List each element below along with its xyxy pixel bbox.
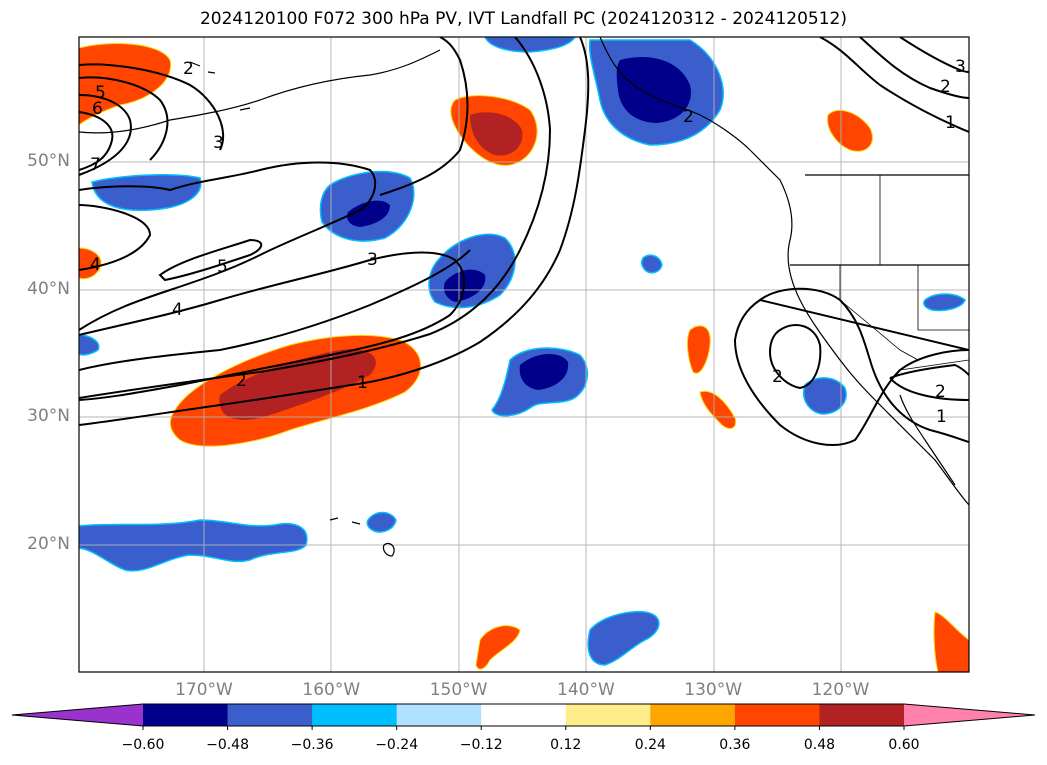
pv-blob-small-3 [827, 110, 873, 152]
pv-blob-small-1 [686, 325, 711, 374]
baja-coast [899, 394, 956, 486]
ivt-contours [79, 37, 969, 446]
pv-negative-anomalies [79, 37, 966, 666]
contour-label: 1 [357, 373, 368, 393]
lat-tick-label: 50°N [27, 151, 70, 171]
pv-blob-small-n1 [640, 254, 663, 274]
lon-tick-label: 140°W [557, 680, 615, 700]
contour-label: 2 [772, 367, 783, 387]
colorbar-extend-high [904, 704, 1035, 726]
colorbar-tick-label: 0.24 [634, 737, 666, 753]
lat-tick-label: 40°N [27, 278, 70, 299]
lat-tick-label: 30°N [27, 406, 70, 426]
pv-blob-w-negative [79, 334, 100, 356]
colorbar-tick-label: −0.60 [121, 737, 165, 753]
contour-label: 2 [940, 77, 951, 97]
contour-label: 6 [92, 99, 103, 119]
colorbar-segment [396, 704, 482, 726]
colorbar-tick-label: 0.12 [550, 737, 582, 753]
contour-label: 5 [95, 83, 106, 103]
contour-label: 2 [935, 382, 946, 402]
colorbar-segment [650, 704, 736, 726]
contour-label: 3 [367, 250, 378, 270]
state-border-4 [839, 265, 919, 361]
pv-blob-s-negative [587, 610, 660, 666]
contour-labels: 2 3 4 5 6 7 5 4 3 2 1 2 1 2 3 2 1 2 [90, 57, 966, 427]
lon-tick-label: 160°W [302, 680, 361, 700]
coastlines [79, 37, 969, 557]
pv-blob-band-core [219, 349, 376, 420]
colorbar-segment [227, 704, 313, 726]
hawaii-islands [329, 517, 395, 557]
contour-label: 4 [172, 300, 183, 320]
lon-tick-label: 130°W [684, 680, 743, 700]
contour-label: 2 [236, 371, 247, 391]
colorbar-tick-label: 0.36 [719, 737, 751, 753]
lon-tick-label: 170°W [175, 680, 233, 700]
colorbar-extend-low [12, 704, 143, 726]
colorbar-tick-label: −0.24 [375, 737, 419, 753]
pv-blob-se-positive [933, 611, 969, 672]
pv-blob-small-4 [475, 625, 521, 670]
colorbar-tick-label: −0.48 [206, 737, 249, 753]
contour-label: 4 [90, 255, 101, 275]
contour-label: 7 [90, 155, 101, 175]
lon-tick-label: 150°W [429, 680, 488, 700]
contour-label: 1 [945, 113, 956, 133]
pv-positive-anomalies [79, 43, 969, 672]
contour-label: 2 [683, 107, 694, 127]
contour-label: 3 [955, 57, 966, 77]
lat-tick-label: 20°N [27, 533, 70, 554]
colorbar-segment [312, 704, 398, 726]
contour-label: 5 [217, 257, 228, 277]
contour-label: 2 [183, 59, 194, 79]
pv-blob-small-n3 [923, 293, 966, 312]
pv-blob-gulf-core [470, 112, 523, 156]
pv-blob-sub-core [519, 354, 569, 390]
colorbar-segment [565, 704, 651, 726]
pv-blob-central-core [347, 200, 390, 227]
colorbar-segment [481, 704, 567, 726]
colorbar-tick-label: −0.36 [290, 737, 334, 753]
pv-blob-upper-negative [484, 37, 576, 53]
us-mexico-border [899, 359, 969, 371]
map-frame [78, 36, 970, 673]
pv-blob-w-positive [79, 247, 102, 280]
pv-blob-nw-negative [91, 174, 202, 212]
pv-blob-small-n4 [366, 511, 397, 533]
colorbar-segment [143, 704, 229, 726]
contour-label: 1 [936, 407, 947, 427]
colorbar-segment [819, 704, 905, 726]
colorbar [11, 703, 1036, 730]
map-title: 2024120100 F072 300 hPa PV, IVT Landfall… [199, 9, 847, 29]
colorbar-segment [734, 704, 820, 726]
alaska-panhandle [599, 37, 751, 151]
contour-label: 3 [213, 133, 224, 153]
colorbar-tick-label: 0.48 [803, 737, 836, 753]
pv-blob-small-2 [699, 390, 737, 429]
lon-tick-label: 120°W [811, 680, 870, 700]
colorbar-tick-label: −0.12 [459, 737, 503, 753]
colorbar-tick-label: 0.60 [888, 737, 920, 753]
aleutian-islands [189, 61, 251, 111]
alaska-coast [79, 49, 441, 134]
state-border-3 [917, 265, 969, 331]
na-west-coast [749, 149, 969, 506]
pv-blob-nepac-core [616, 57, 691, 124]
